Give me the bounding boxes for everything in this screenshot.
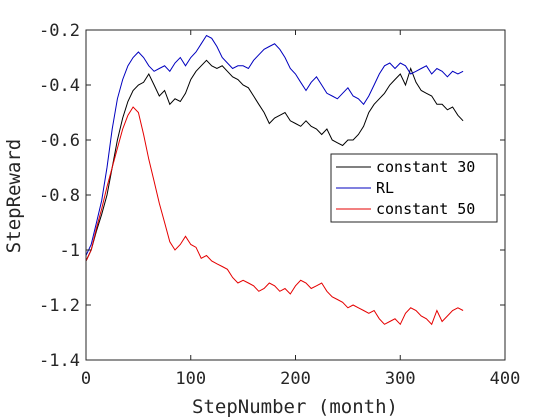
- y-axis-label: StepReward: [3, 139, 25, 253]
- series-line-constant-50: [85, 106, 464, 326]
- legend: constant 30 RL constant 50: [330, 153, 498, 223]
- y-tick-label: -0.8: [39, 186, 80, 206]
- x-tick-label: 300: [385, 369, 416, 389]
- x-tick-label: 400: [490, 369, 521, 389]
- series-line-rl: [85, 34, 464, 256]
- x-tick-label: 0: [81, 369, 91, 389]
- x-tick-label: 200: [280, 369, 311, 389]
- plot-layer: [85, 34, 464, 326]
- legend-label: RL: [376, 179, 394, 197]
- legend-label: constant 30: [376, 158, 475, 176]
- y-tick-label: -1.4: [39, 351, 80, 371]
- y-tick-label: -0.4: [39, 76, 80, 96]
- axes-layer: 0 100 200 300 400 -1.4 -1.2 -1 -0.8 -0.6 -0.4 -0.2: [39, 21, 520, 389]
- x-axis-label: StepNumber (month): [192, 396, 398, 418]
- y-tick-label: -0.2: [39, 21, 80, 41]
- series-line-constant-30: [85, 59, 464, 262]
- y-tick-label: -1.2: [39, 296, 80, 316]
- labels-layer: StepNumber (month) StepReward: [3, 139, 398, 418]
- y-tick-label: -0.6: [39, 131, 80, 151]
- x-tick-label: 100: [175, 369, 206, 389]
- y-tick-label: -1: [60, 241, 80, 261]
- legend-label: constant 50: [376, 200, 475, 218]
